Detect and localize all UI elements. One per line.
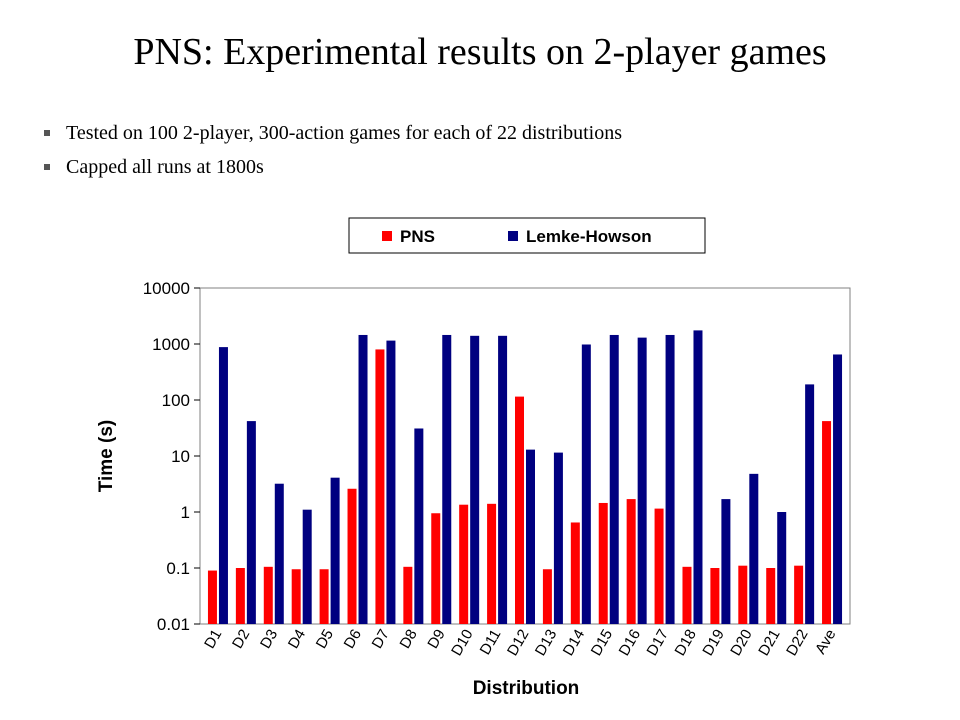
bar-pns-d14	[570, 522, 580, 624]
bar-lemke-howson-d17	[665, 334, 675, 624]
x-tick-label: D8	[396, 627, 420, 652]
bar-pns-d2	[235, 568, 245, 624]
y-tick-label: 10000	[143, 279, 190, 298]
bar-lemke-howson-d19	[721, 499, 731, 624]
x-tick-label: D10	[448, 627, 476, 659]
x-tick-label: D13	[532, 627, 560, 659]
bar-pns-d13	[542, 569, 552, 624]
bar-pns-d22	[794, 565, 804, 624]
bar-lemke-howson-d16	[637, 337, 647, 624]
legend: PNS Lemke-Howson	[348, 217, 706, 254]
x-tick-label: D16	[616, 627, 644, 659]
bar-lemke-howson-d18	[693, 330, 703, 624]
x-tick-label: D4	[285, 627, 309, 652]
bullet-item: Tested on 100 2-player, 300-action games…	[44, 116, 622, 150]
bullet-item: Capped all runs at 1800s	[44, 150, 622, 184]
x-tick-label: D9	[424, 627, 448, 652]
square-bullet-icon	[44, 164, 50, 170]
bar-pns-ave	[822, 421, 832, 624]
bar-lemke-howson-d7	[386, 340, 396, 624]
legend-box	[348, 217, 706, 254]
x-tick-label: D15	[588, 627, 616, 659]
x-axis: D1 D2 D3 D4 D5 D6 D7 D8 D9 D10 D11 D12 D13 D14 D15 D16 D…	[201, 627, 839, 659]
bar-pns-d21	[766, 568, 776, 624]
bar-pns-d9	[431, 513, 441, 624]
bar-lemke-howson-d2	[246, 421, 256, 624]
x-tick-label: D3	[257, 627, 281, 652]
bar-pns-d10	[459, 504, 469, 624]
bar-lemke-howson-d9	[442, 334, 452, 624]
x-tick-label: D2	[229, 627, 253, 652]
bar-pns-d5	[319, 569, 329, 624]
y-tick-label: 1	[181, 503, 190, 522]
bar-lemke-howson-d14	[581, 344, 591, 624]
legend-label-pns: PNS	[400, 227, 435, 246]
bar-lemke-howson-d3	[274, 483, 284, 624]
x-tick-label: D11	[477, 627, 505, 658]
x-tick-label: Ave	[812, 627, 840, 658]
bar-pns-d11	[487, 503, 497, 624]
x-tick-label: D22	[783, 627, 811, 659]
bar-pns-d4	[291, 569, 301, 624]
legend-swatch-lemke-howson	[508, 231, 518, 241]
bar-lemke-howson-d4	[302, 509, 312, 624]
bar-lemke-howson-d12	[526, 449, 535, 624]
bar-pns-d15	[598, 502, 608, 624]
y-tick-label: 0.1	[166, 559, 190, 578]
bar-pns-d17	[654, 508, 664, 624]
y-axis-title: Time (s)	[96, 420, 117, 493]
legend-swatch-pns	[382, 231, 392, 241]
x-tick-label: D19	[699, 627, 727, 659]
bar-pns-d8	[403, 566, 413, 624]
y-tick-label: 10	[171, 447, 190, 466]
x-tick-label: D12	[504, 627, 532, 659]
legend-label-lemke-howson: Lemke-Howson	[526, 227, 652, 246]
bar-lemke-howson-d20	[749, 473, 759, 624]
y-axis: 0.01 0.1 1 10 100 1000 10000	[143, 279, 200, 634]
bar-lemke-howson-ave	[833, 354, 843, 624]
y-tick-label: 100	[162, 391, 190, 410]
x-tick-label: D7	[369, 627, 393, 652]
bar-pns-d16	[626, 499, 636, 624]
y-tick-label: 0.01	[157, 615, 190, 634]
x-tick-label: D21	[755, 627, 783, 659]
bar-pns-d3	[263, 566, 273, 624]
bar-lemke-howson-d8	[414, 428, 424, 624]
x-tick-label: D20	[727, 627, 755, 659]
bar-lemke-howson-d10	[470, 335, 480, 624]
x-tick-label: D14	[560, 627, 588, 659]
square-bullet-icon	[44, 130, 50, 136]
x-tick-label: D6	[341, 627, 365, 652]
bullet-list: Tested on 100 2-player, 300-action games…	[44, 116, 622, 184]
bar-lemke-howson-d21	[777, 512, 787, 624]
bar-lemke-howson-d5	[330, 477, 340, 624]
bullet-text: Capped all runs at 1800s	[66, 156, 264, 178]
bars	[207, 330, 843, 624]
bar-pns-d1	[207, 570, 217, 624]
bar-pns-d18	[682, 566, 692, 624]
x-tick-label: D18	[671, 627, 699, 659]
y-tick-label: 1000	[152, 335, 190, 354]
bullet-text: Tested on 100 2-player, 300-action games…	[66, 122, 622, 144]
bar-lemke-howson-d11	[498, 335, 508, 624]
bar-pns-d6	[347, 488, 357, 624]
x-tick-label: D17	[644, 627, 672, 659]
x-axis-title: Distribution	[473, 678, 580, 699]
bar-lemke-howson-d22	[805, 384, 815, 624]
x-tick-label: D1	[201, 627, 225, 652]
bar-pns-d12	[515, 396, 524, 624]
bar-lemke-howson-d13	[553, 452, 563, 624]
bar-pns-d7	[375, 349, 385, 624]
bar-pns-d20	[738, 565, 748, 624]
bar-lemke-howson-d1	[218, 347, 228, 624]
x-tick-label: D5	[313, 627, 337, 652]
bar-pns-d19	[710, 568, 720, 624]
bar-lemke-howson-d6	[358, 334, 368, 624]
bar-lemke-howson-d15	[609, 334, 619, 624]
slide-title: PNS: Experimental results on 2-player ga…	[133, 31, 827, 73]
